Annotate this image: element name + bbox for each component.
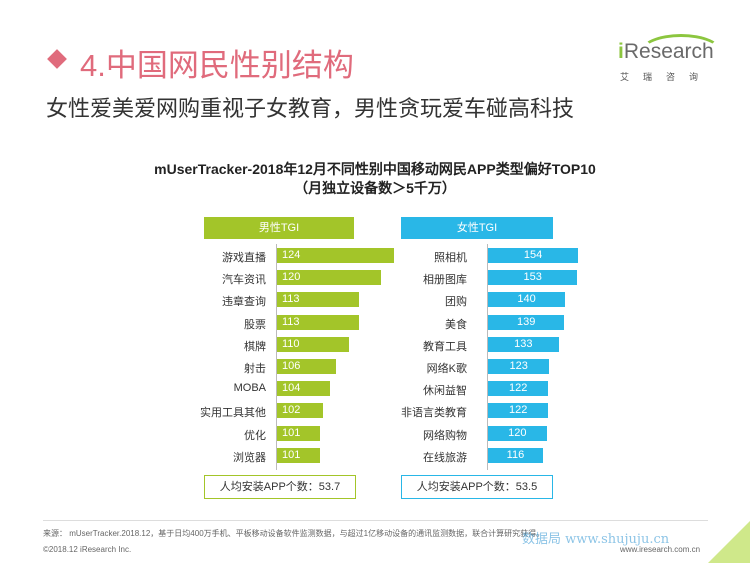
male-bar-value: 106 [282, 360, 301, 372]
male-category-label: 优化 [244, 429, 266, 442]
male-bar-value: 124 [282, 249, 301, 261]
male-category-label: 汽车资讯 [222, 274, 266, 287]
female-category-label: 教育工具 [423, 340, 467, 353]
title-diamond-icon [47, 49, 67, 69]
footer-divider [43, 520, 708, 521]
male-bar-value: 113 [282, 315, 300, 328]
female-bar [488, 425, 547, 441]
male-average-box: 人均安装APP个数：53.7 [204, 475, 356, 499]
page-subtitle: 女性爱美爱网购重视子女教育，男性贪玩爱车碰高科技 [46, 96, 575, 121]
female-category-label: 在线旅游 [423, 451, 467, 464]
female-bar [488, 248, 579, 263]
female-bar [488, 270, 578, 286]
male-bar-value: 120 [282, 271, 301, 284]
male-category-label: 股票 [244, 318, 266, 331]
male-category-label: 棋牌 [244, 340, 266, 353]
female-bar [488, 359, 550, 374]
logo-wordmark: iResearch [618, 40, 714, 63]
female-axis-line [487, 244, 488, 470]
male-category-label: 射击 [244, 363, 266, 375]
male-bar [277, 248, 394, 263]
female-bar-value: 116 [506, 448, 525, 461]
female-bar [488, 381, 549, 397]
female-bar-value: 133 [514, 337, 533, 350]
source-note: 来源： mUserTracker.2018.12，基于日均400万手机、平板移动… [43, 529, 545, 538]
male-panel-header: 男性TGI [204, 217, 354, 239]
female-category-label: 照相机 [434, 252, 467, 264]
male-bar-value: 113 [282, 293, 300, 306]
male-bar [277, 447, 321, 463]
male-bar-value: 101 [282, 426, 301, 439]
male-bar [277, 425, 321, 441]
female-category-label: 非语言类教育 [401, 407, 467, 420]
male-category-label: 违章查询 [222, 296, 266, 309]
female-panel-header: 女性TGI [401, 217, 553, 239]
female-bar-value: 120 [508, 426, 527, 439]
copyright: ©2018.12 iResearch Inc. [43, 545, 132, 554]
female-bar [488, 336, 559, 352]
male-bar-value: 110 [282, 337, 300, 350]
female-category-label: 美食 [445, 318, 467, 331]
female-bar-value: 122 [509, 404, 528, 417]
male-bar [277, 359, 337, 374]
female-bar [488, 447, 543, 463]
female-bar-value: 153 [523, 271, 542, 284]
female-bar-value: 140 [517, 293, 536, 306]
male-bar-value: 102 [282, 404, 301, 417]
female-bar [488, 292, 566, 308]
female-category-label: 网络K歌 [426, 363, 467, 375]
male-bar [277, 336, 349, 352]
male-category-label: 游戏直播 [222, 252, 266, 264]
male-bar-value: 104 [282, 382, 301, 395]
logo-subtext: 艾瑞咨询 [620, 72, 713, 82]
female-category-label: 相册图库 [423, 274, 467, 287]
male-bar [277, 314, 359, 330]
male-category-label: MOBA [233, 382, 266, 395]
female-bar-value: 154 [523, 249, 543, 261]
male-bar [277, 270, 381, 286]
female-bar-value: 139 [516, 315, 536, 328]
male-category-label: 浏览器 [233, 451, 266, 464]
female-average-box: 人均安装APP个数：53.5 [401, 475, 553, 499]
watermark: 数据局 www.shujuju.cn [522, 532, 670, 547]
male-bar-value: 101 [282, 448, 301, 461]
female-bar [488, 403, 549, 419]
female-category-label: 网络购物 [423, 429, 467, 442]
corner-decoration [708, 521, 750, 563]
chart-title: mUserTracker-2018年12月不同性别中国移动网民APP类型偏好TO… [154, 161, 596, 177]
iresearch-logo: iResearch 艾瑞咨询 [618, 34, 722, 84]
female-bar [488, 314, 565, 330]
female-bar-value: 123 [509, 360, 528, 372]
logo-arc-icon [640, 34, 722, 70]
page-title: 4.中国网民性别结构 [80, 48, 354, 83]
male-bar [277, 292, 359, 308]
female-category-label: 休闲益智 [423, 385, 467, 398]
male-axis-line [276, 244, 277, 470]
male-bar [277, 381, 330, 397]
chart-subtitle: （月独立设备数＞5千万） [294, 180, 456, 196]
female-category-label: 团购 [445, 296, 467, 309]
male-category-label: 实用工具其他 [200, 407, 266, 420]
site-url: www.iresearch.com.cn [620, 545, 701, 554]
female-bar-value: 122 [509, 382, 528, 395]
male-bar [277, 403, 324, 419]
